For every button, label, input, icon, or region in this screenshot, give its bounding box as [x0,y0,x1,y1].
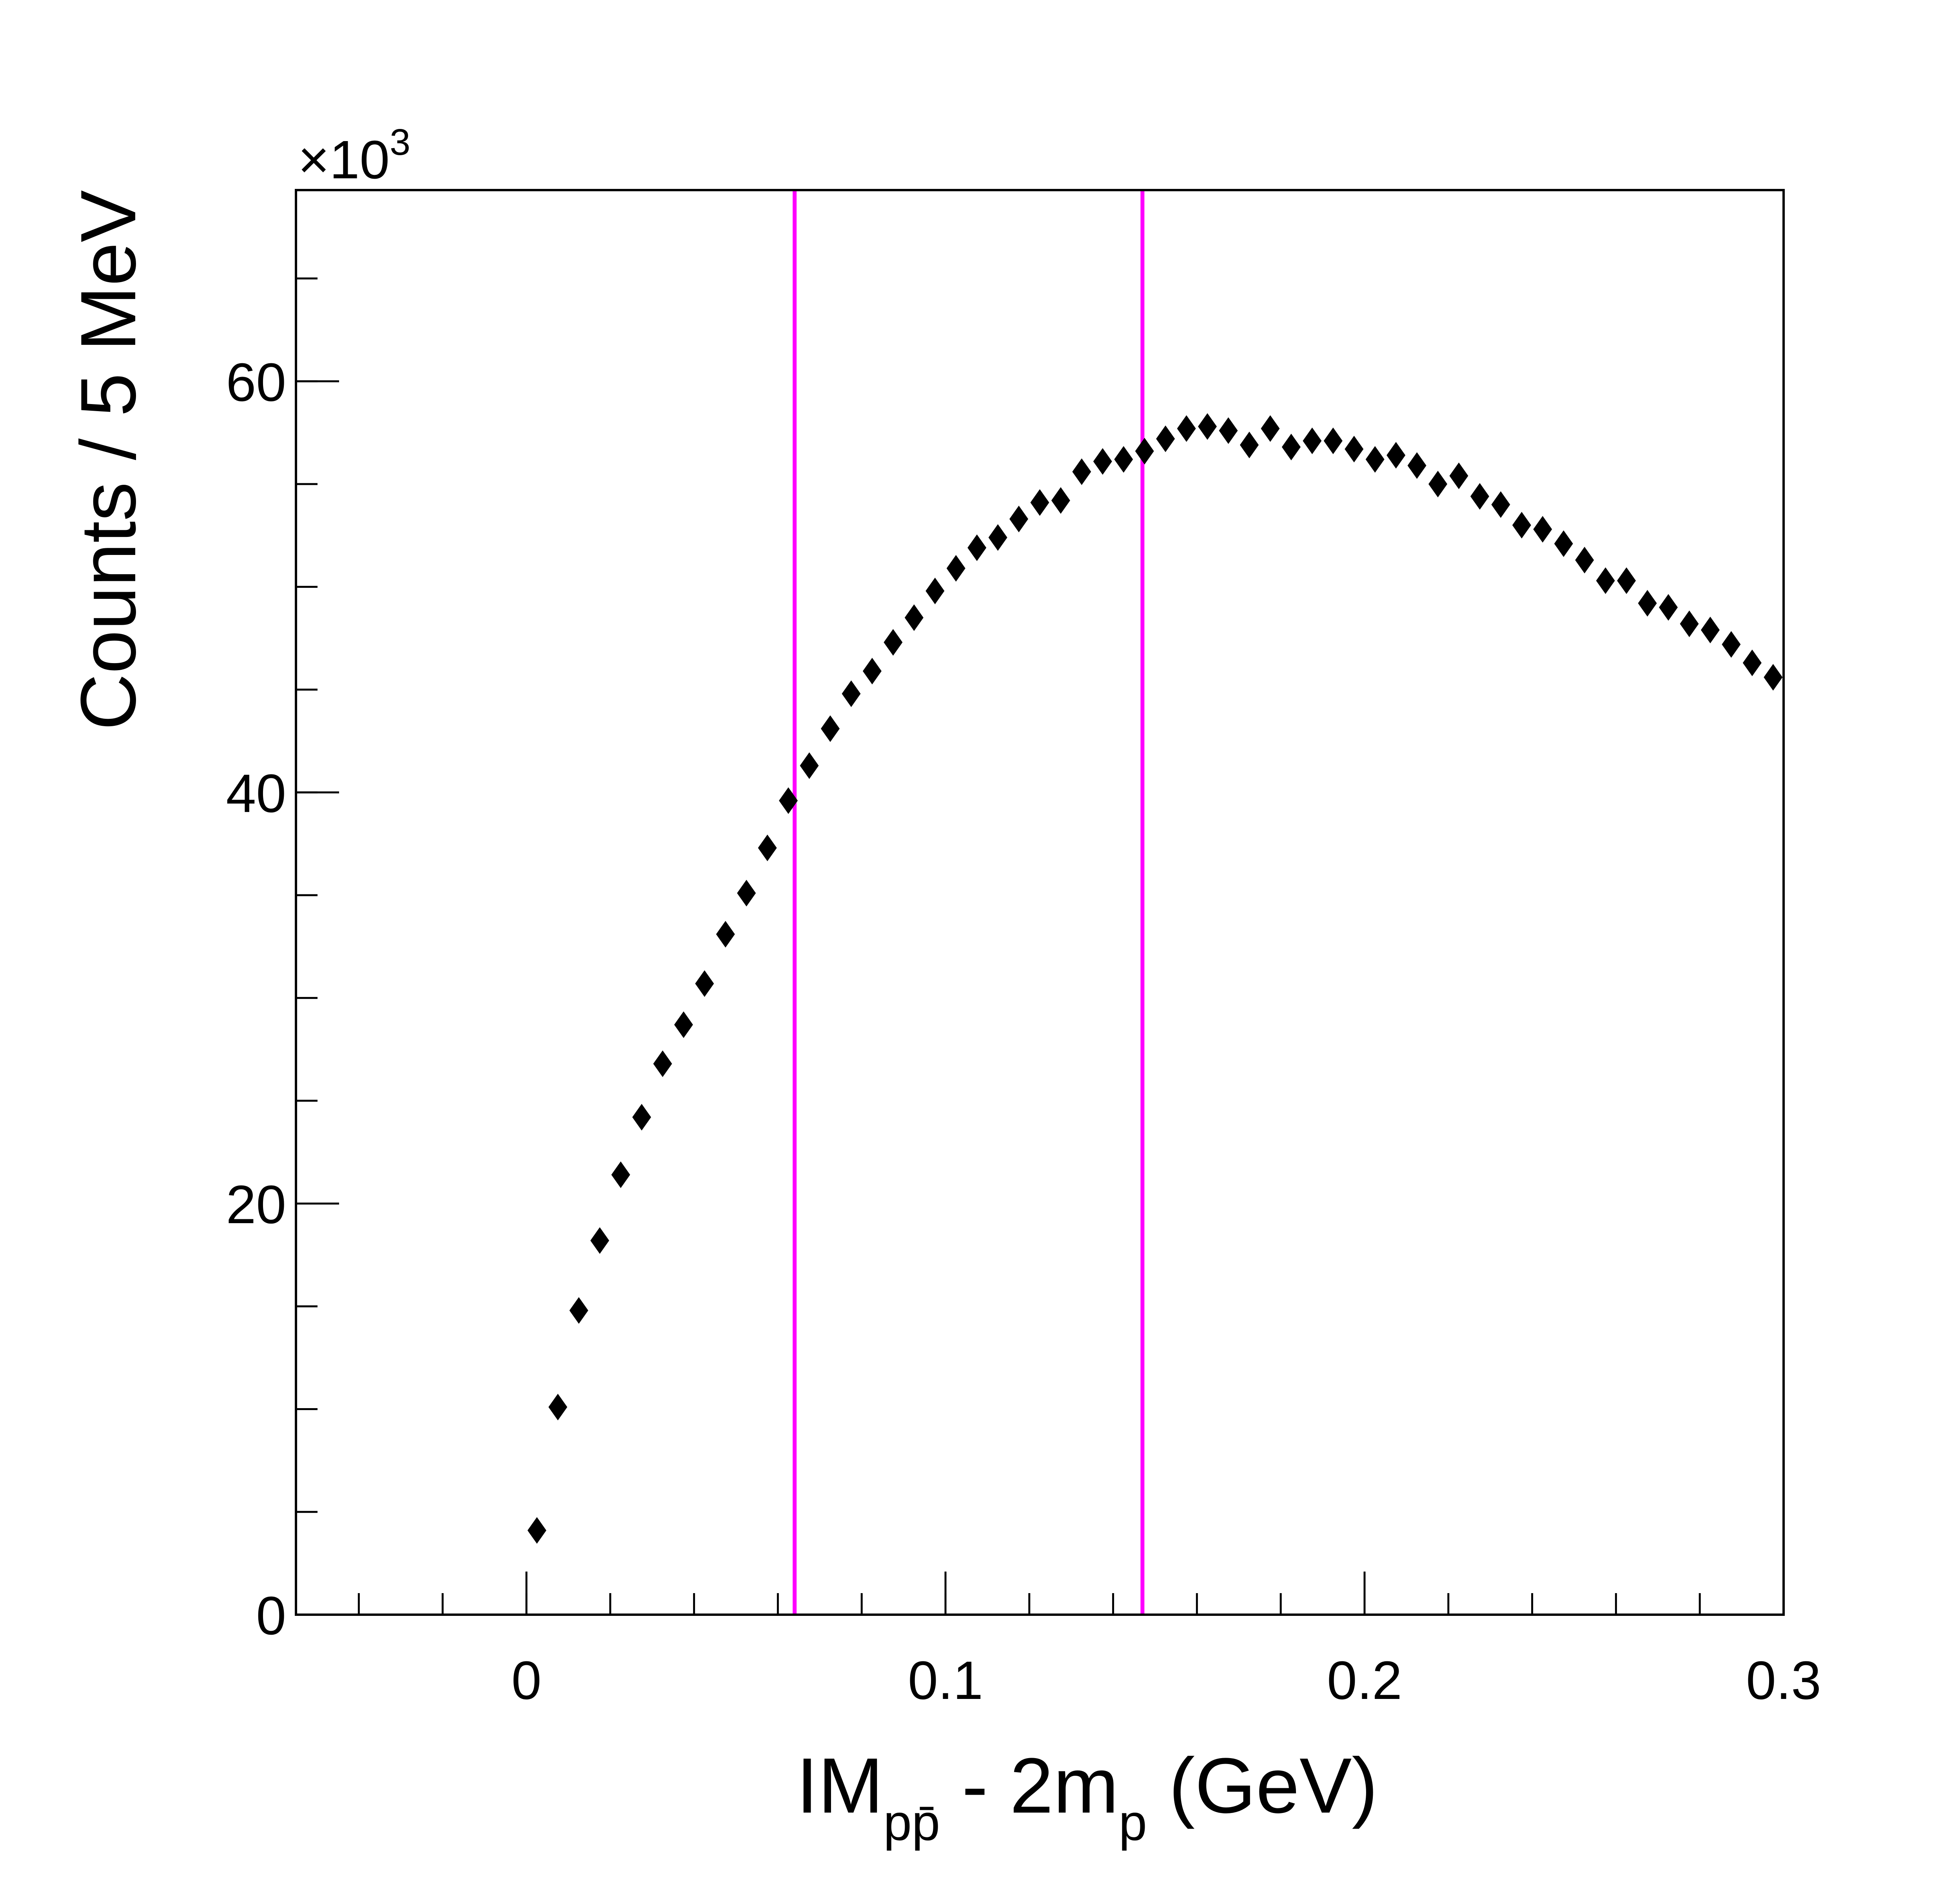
data-point [1093,448,1112,475]
data-point [1303,427,1322,454]
y-multiplier-prefix: ×10 [298,130,390,190]
data-point [1491,491,1510,518]
data-point [1051,487,1070,514]
cut-lines-group [793,190,1145,1615]
y-axis-title: Counts / 5 MeV [65,190,152,730]
data-point [988,524,1007,551]
data-point [1596,567,1615,594]
data-point [1659,594,1678,621]
data-point [716,921,735,948]
data-point [1114,446,1133,473]
data-point [884,629,903,656]
data-point [1281,433,1301,460]
y-axis-multiplier: ×103 [298,121,410,190]
data-point [1261,415,1280,442]
data-points-group [527,413,1783,1544]
x-title-end: (GeV) [1147,1742,1378,1829]
data-point [1198,413,1217,440]
data-point [1575,547,1594,574]
data-point [1219,417,1238,444]
x-tick-label: 0.2 [1327,1650,1402,1711]
data-point [548,1394,568,1421]
data-point [904,604,924,631]
data-point [758,834,777,861]
data-point [820,715,840,742]
y-multiplier-exponent: 3 [390,121,410,163]
data-point [1700,616,1720,644]
y-tick-label: 20 [226,1175,287,1235]
data-point [611,1161,630,1188]
data-point [1512,511,1531,538]
data-point [800,752,819,779]
data-point [674,1011,693,1038]
data-point [653,1050,672,1077]
plot-frame [295,189,1785,1616]
x-tick-label: 0.3 [1746,1650,1821,1711]
y-tick-label: 40 [226,763,287,824]
data-point [1742,649,1762,676]
data-point [1680,610,1699,637]
data-point [1323,427,1343,454]
data-point [569,1297,588,1324]
x-title-main: IM [796,1742,883,1829]
data-point [779,787,798,814]
data-point [1177,415,1196,442]
x-tick-label: 0 [512,1650,542,1711]
data-point [1722,631,1741,658]
data-point [1135,438,1154,465]
y-tick-label: 60 [226,352,287,413]
data-point [842,680,861,707]
data-point [1428,471,1448,498]
data-point [737,879,756,906]
data-point [1617,567,1636,594]
data-point [1156,425,1175,452]
data-point [695,970,714,997]
x-title-middle: - 2m [940,1742,1119,1829]
data-point [1009,506,1029,533]
data-point [1030,489,1049,516]
data-point [862,658,882,685]
data-point [926,577,945,604]
x-axis-title: IMpp̄ - 2mp (GeV) [796,1742,1378,1851]
x-title-sub: pp̄ [884,1794,940,1851]
data-point [1365,446,1385,473]
y-tick-label: 0 [256,1586,286,1646]
data-point [1387,442,1406,469]
data-point [1533,516,1552,543]
data-point [590,1227,610,1254]
data-point [527,1517,546,1544]
data-point [1345,435,1364,462]
data-point [1449,462,1468,489]
data-point [1554,530,1573,557]
data-point [632,1104,651,1131]
data-point [1638,590,1657,617]
data-point [946,555,965,582]
data-point [967,534,987,561]
data-point [1240,431,1259,459]
x-title-sub2: p [1119,1794,1147,1851]
data-point [1072,458,1091,485]
data-point [1470,483,1489,510]
data-point [1407,452,1426,479]
data-point [1764,664,1783,691]
x-tick-label: 0.1 [908,1650,983,1711]
tick-labels-group: 0 0.1 0.2 0.3 0 20 40 60 [226,352,1821,1711]
